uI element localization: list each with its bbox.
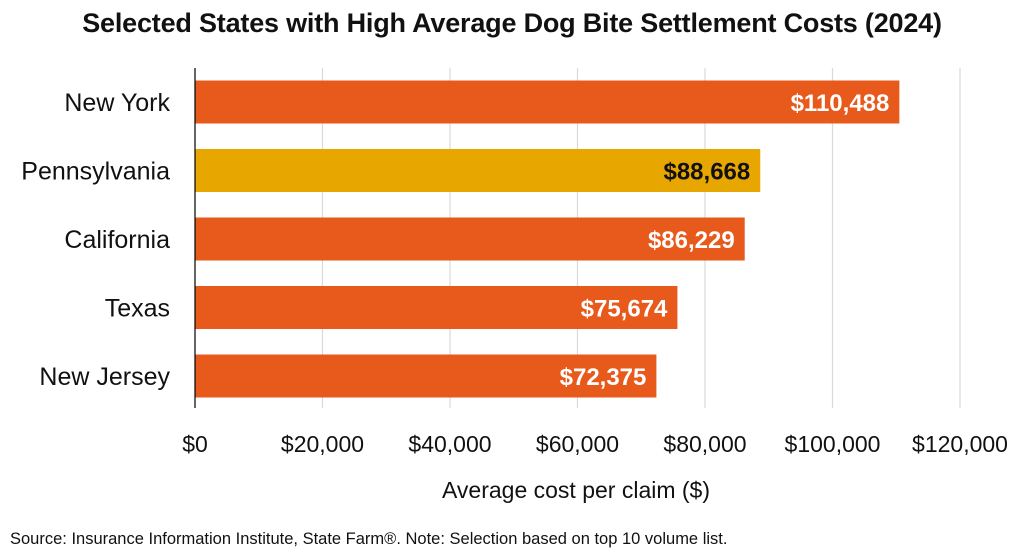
bar [195, 149, 761, 192]
x-tick-label: $100,000 [785, 431, 881, 457]
chart-title: Selected States with High Average Dog Bi… [82, 8, 942, 38]
x-tick-label: $0 [182, 431, 208, 457]
x-tick-label: $120,000 [912, 431, 1008, 457]
data-label: $75,674 [581, 296, 668, 323]
x-tick-label: $20,000 [281, 431, 364, 457]
category-label: Texas [105, 295, 170, 323]
x-tick-label: $40,000 [408, 431, 491, 457]
labels: $0 $20,000 $40,000 $60,000 $80,000 $100,000 $1… [21, 89, 1008, 457]
bar [195, 80, 900, 124]
bars [195, 80, 900, 398]
data-label: $72,375 [560, 364, 647, 391]
category-label: Pennsylvania [21, 158, 170, 186]
bar [195, 286, 678, 329]
x-tick-label: $80,000 [663, 431, 746, 457]
data-label: $110,488 [791, 90, 890, 117]
category-label: New Jersey [39, 363, 170, 391]
category-label: New York [64, 89, 170, 117]
x-tick-label: $60,000 [536, 431, 619, 457]
data-label: $86,229 [648, 227, 735, 254]
chart-source-note: Source: Insurance Information Institute,… [10, 530, 728, 548]
bar [195, 354, 657, 398]
data-label: $88,668 [663, 159, 750, 186]
bar [195, 217, 745, 261]
x-axis-title: Average cost per claim ($) [442, 477, 710, 503]
category-label: California [64, 226, 170, 254]
